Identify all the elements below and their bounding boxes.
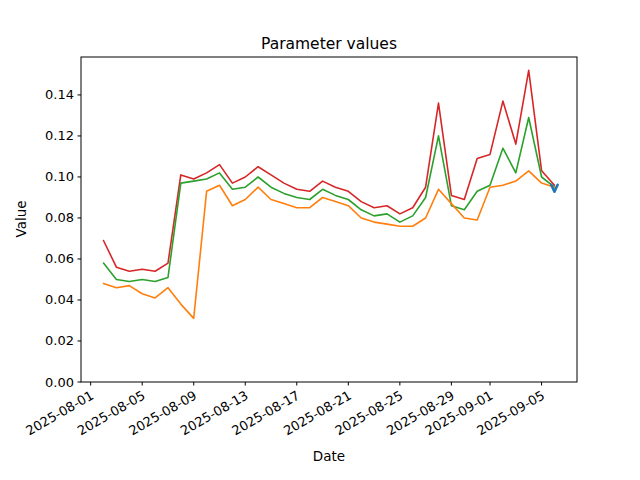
- x-axis-label: Date: [313, 448, 345, 464]
- y-axis-tick-label: 0.06: [45, 251, 74, 266]
- y-axis-tick-label: 0.08: [45, 210, 74, 225]
- data-series: [104, 70, 558, 318]
- matplotlib-figure: Parameter values Date Value 0.00 0.02 0.04…: [0, 0, 640, 480]
- plot-border: [81, 57, 577, 382]
- y-axis-tick-label: 0.14: [45, 87, 74, 102]
- y-axis-tick-label: 0.02: [45, 333, 74, 348]
- y-axis-tick-label: 0.04: [45, 292, 74, 307]
- line-chart: Parameter values Date Value 0.00 0.02 0.04…: [0, 0, 640, 480]
- y-axis-tick-label: 0.00: [45, 375, 74, 390]
- y-axis-tick-label: 0.10: [45, 169, 74, 184]
- series-red-line: [104, 70, 555, 271]
- chart-title: Parameter values: [261, 35, 397, 53]
- y-axis-tick-label: 0.12: [45, 128, 74, 143]
- axis-ticks: 0.000.020.040.060.080.100.120.142025-08-…: [23, 87, 547, 438]
- y-axis-label: Value: [13, 200, 29, 237]
